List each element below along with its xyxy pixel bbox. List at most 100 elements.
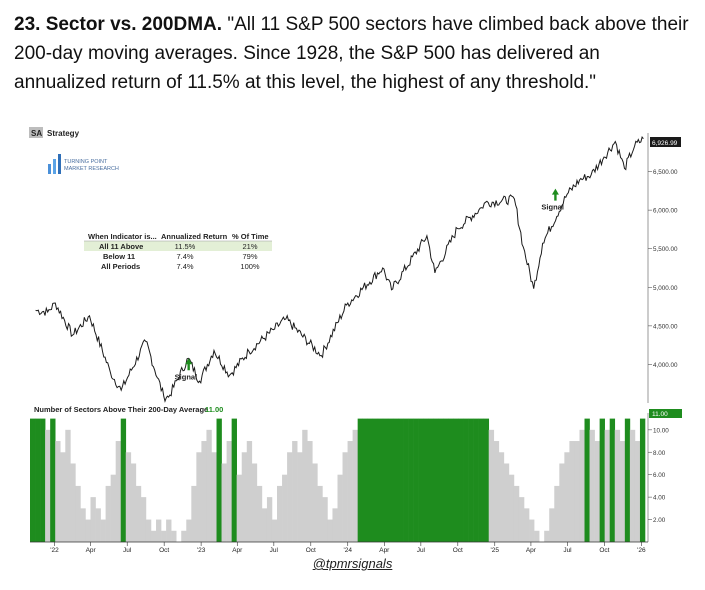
sector-count-bar xyxy=(95,508,101,542)
sector-count-bar xyxy=(292,441,298,542)
sector-count-bar xyxy=(297,452,303,542)
sa-badge xyxy=(29,127,43,138)
sector-count-bar xyxy=(448,418,454,542)
signal-up-arrow-icon xyxy=(551,188,559,201)
sector-count-bar xyxy=(206,429,212,542)
count-y-tick-label: 6.00 xyxy=(653,472,666,479)
sector-count-bar xyxy=(125,452,132,542)
sector-count-bar xyxy=(624,418,631,542)
sector-count-bar xyxy=(433,418,439,542)
x-axis: '22 Apr Jul Oct '23 Apr Jul Oct '24 Apr Jul Oct '25 A… xyxy=(50,542,646,554)
sector-count-bar xyxy=(85,519,91,542)
x-tick-label: '26 xyxy=(637,547,646,554)
sector-count-bar xyxy=(337,474,343,542)
sector-count-bar xyxy=(518,497,525,542)
table-row-label: All Periods xyxy=(101,262,140,271)
sector-count-bar xyxy=(191,485,197,542)
sector-count-bar xyxy=(277,485,283,542)
sector-count-bar xyxy=(40,418,46,542)
x-tick-label: Jul xyxy=(417,547,426,554)
sector-count-bar xyxy=(473,418,479,542)
sector-count-bar xyxy=(332,508,338,542)
price-y-tick-label: 5,000.00 xyxy=(653,285,678,292)
sector-count-bar xyxy=(559,463,565,542)
sector-count-bar xyxy=(357,418,363,542)
sector-count-bar xyxy=(312,463,318,542)
sector-count-bar xyxy=(428,418,434,542)
sector-count-bar xyxy=(231,418,237,542)
sector-count-bar xyxy=(508,474,515,542)
sector-count-bar xyxy=(241,452,248,542)
sector-count-bar xyxy=(408,418,414,542)
sector-count-bars xyxy=(30,418,646,542)
sector-count-bar xyxy=(171,530,177,542)
sector-count-bar xyxy=(50,418,56,542)
count-y-tick-label: 10.00 xyxy=(653,427,669,434)
sector-count-bar xyxy=(70,463,76,542)
sector-count-bar xyxy=(266,497,273,542)
count-y-tick-label: 2.00 xyxy=(653,517,666,524)
sector-count-bar xyxy=(418,418,424,542)
sector-count-bar xyxy=(181,530,187,542)
sector-count-bar xyxy=(503,463,510,542)
sector-count-bar xyxy=(161,530,167,542)
sector-count-bar xyxy=(80,508,86,542)
sector-count-bar xyxy=(120,418,127,542)
sector-count-bar xyxy=(135,485,142,542)
sector-count-bar xyxy=(478,418,484,542)
sector-count-bar xyxy=(150,530,157,542)
x-tick-label: '25 xyxy=(491,547,500,554)
sector-count-bar xyxy=(347,441,353,542)
price-y-tick-label: 6,000.00 xyxy=(653,208,678,215)
sector-count-bar xyxy=(55,441,61,542)
sector-count-bar xyxy=(458,418,464,542)
sector-count-bar xyxy=(377,418,384,542)
sector-count-bar xyxy=(282,474,288,542)
sector-count-bar xyxy=(609,418,616,542)
count-y-axis: 2.00 4.00 6.00 8.00 10.00 xyxy=(647,413,669,542)
table-header-indicator: When Indicator is... xyxy=(88,232,157,241)
lower-panel-title: Number of Sectors Above Their 200-Day Av… xyxy=(34,405,208,414)
sector-count-bar xyxy=(524,508,530,542)
sector-count-bar xyxy=(629,429,636,542)
table-highlight-row xyxy=(84,241,272,251)
sector-count-bar xyxy=(216,418,222,542)
table-header-return: Annualized Return xyxy=(161,232,228,241)
sector-count-bar xyxy=(100,519,106,542)
sector-count-bar xyxy=(382,418,389,542)
sector-count-bar xyxy=(463,418,469,542)
strategy-label: Strategy xyxy=(47,129,80,138)
signal-annotations: Signal Signal xyxy=(175,188,564,381)
heading-number-title: 23. Sector vs. 200DMA. xyxy=(14,14,223,35)
price-y-axis: 4,000.00 4,500.00 5,000.00 5,500.00 6,000.00… xyxy=(647,133,678,403)
sector-count-bar xyxy=(246,441,253,542)
turning-point-logo: TURNING POINT MARKET RESEARCH xyxy=(48,154,119,174)
sector-count-bar xyxy=(619,441,626,542)
sector-count-bar xyxy=(352,429,358,542)
x-tick-label: Apr xyxy=(232,547,243,554)
count-y-tick-label: 8.00 xyxy=(653,450,666,457)
price-y-tick-label: 4,500.00 xyxy=(653,323,678,330)
sector-count-bar xyxy=(186,519,192,542)
table-row-time: 21% xyxy=(242,242,257,251)
sector-count-bar xyxy=(423,418,429,542)
sector-count-bar xyxy=(251,463,258,542)
table-row-time: 79% xyxy=(242,252,257,261)
last-count-label: 11.00 xyxy=(652,411,668,418)
author-handle[interactable]: @tpmrsignals xyxy=(312,556,393,571)
sector-count-bar xyxy=(201,441,207,542)
x-tick-label: Jul xyxy=(123,547,132,554)
table-row-label: Below 11 xyxy=(103,252,135,261)
table-row-return: 7.4% xyxy=(176,262,193,271)
sector-count-bar xyxy=(372,418,379,542)
last-price-label: 6,926.99 xyxy=(652,140,678,147)
price-y-tick-label: 5,500.00 xyxy=(653,246,678,253)
sector-count-bar xyxy=(594,441,600,542)
sector-count-bar xyxy=(483,418,490,542)
sector-count-bar xyxy=(256,485,263,542)
x-tick-label: '22 xyxy=(50,547,59,554)
x-tick-label: '24 xyxy=(344,547,353,554)
sector-count-bar xyxy=(589,429,595,542)
chart-figure: SA Strategy TURNING POINT MARKET RESEARC… xyxy=(29,127,682,554)
sp500-price-line xyxy=(35,136,644,403)
